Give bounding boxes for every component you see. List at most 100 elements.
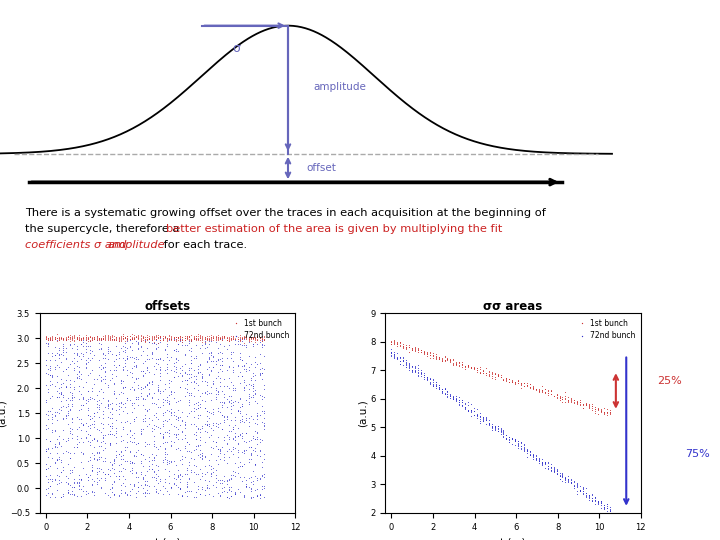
Point [238,361,250,370]
Point [516,442,527,450]
Point [258,409,270,417]
Point [89,488,100,496]
Point [201,420,212,429]
Point [60,414,71,422]
Point [64,481,76,490]
Point [400,356,412,364]
Point [150,359,162,367]
Point [201,421,212,429]
Point [51,470,63,479]
Point [392,340,403,349]
Point [76,340,87,348]
Point [71,349,83,357]
Point [454,400,465,408]
Point [45,482,56,490]
Point [73,386,85,395]
Point [176,361,188,370]
Point [188,492,199,501]
Point [436,384,447,393]
Point [536,457,548,466]
Point [201,342,212,351]
Point [122,352,133,361]
Point [95,483,107,492]
Point [492,424,503,433]
Point [219,412,230,421]
Point [430,354,441,362]
Point [174,336,186,345]
Point [150,345,162,353]
Point [548,467,559,476]
Point [212,389,223,398]
Point [225,471,237,480]
Point [530,385,541,394]
Point [238,384,250,393]
Point [148,473,160,482]
Point [53,336,65,345]
Point [212,476,223,484]
Point [451,394,462,403]
Point [438,355,450,364]
Point [197,377,208,386]
Point [47,418,58,427]
Point [210,418,221,427]
Point [238,378,250,387]
Point [236,341,248,349]
Point [524,451,536,460]
Point [217,361,228,369]
Point [76,492,87,501]
Point [153,333,164,341]
Point [176,427,188,436]
Point [113,471,125,480]
Point [199,388,210,396]
Point [172,356,184,364]
Point [62,407,73,416]
Point [117,330,129,339]
Point [104,399,115,408]
Point [483,369,495,378]
Point [139,369,150,377]
Point [84,420,96,429]
Point [400,344,412,353]
Point [604,503,616,512]
Point [109,478,120,487]
Point [245,443,256,451]
Point [60,375,71,384]
Point [82,334,94,342]
Point [60,447,71,455]
Point [559,473,571,482]
Point [205,430,217,439]
Point [128,335,140,343]
Point [115,336,127,345]
Point [62,410,73,419]
Point [454,395,465,404]
Point [166,366,177,374]
Point [254,434,266,443]
Point [106,334,117,343]
Point [53,346,65,355]
Point [483,372,495,380]
Point [228,362,239,371]
Point [551,391,562,400]
Point [228,425,239,434]
Point [141,354,153,363]
Point [174,484,186,493]
Point [174,332,186,340]
Point [243,457,254,466]
Point [58,347,69,356]
Point [115,388,127,396]
Point [120,465,131,474]
Point [97,334,109,343]
Point [174,412,186,421]
Point [188,420,199,429]
Point [495,423,506,432]
Point [95,334,107,343]
Point [51,442,63,451]
Point [258,418,270,427]
Point [236,333,248,342]
Point [474,415,486,423]
Point [137,347,148,355]
Point [68,330,80,339]
Point [120,475,131,483]
Point [217,333,228,341]
Point [228,445,239,454]
